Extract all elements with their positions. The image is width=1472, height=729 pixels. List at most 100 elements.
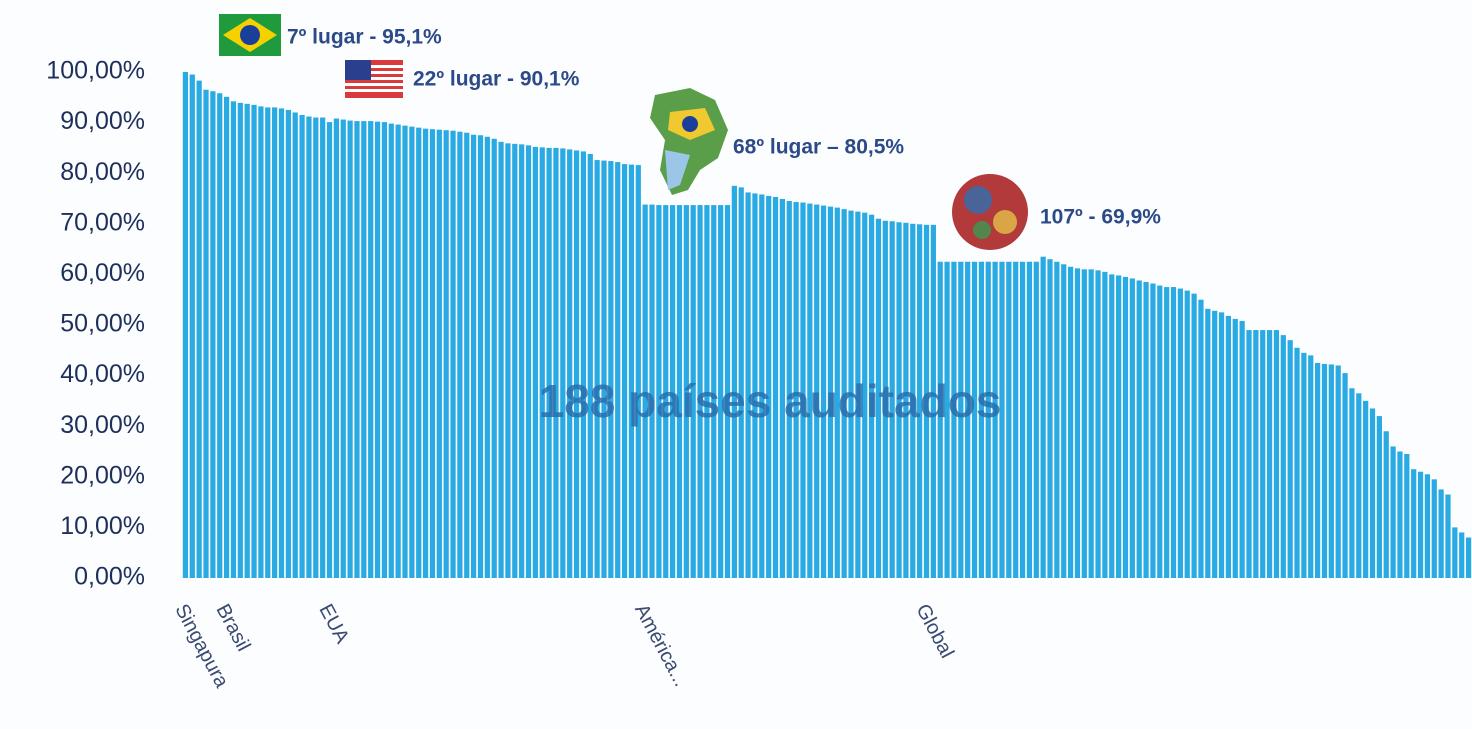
bar bbox=[738, 187, 744, 579]
y-tick-label: 10,00% bbox=[60, 512, 145, 540]
bar bbox=[663, 205, 669, 578]
annotation: 7º lugar - 95,1% bbox=[287, 26, 442, 49]
bar bbox=[903, 222, 909, 578]
bar bbox=[1411, 469, 1417, 578]
bar bbox=[958, 261, 964, 578]
bar bbox=[567, 149, 573, 578]
bar bbox=[690, 205, 696, 578]
bar bbox=[1335, 365, 1341, 578]
bar bbox=[786, 201, 792, 578]
y-tick-label: 70,00% bbox=[60, 208, 145, 236]
bar bbox=[1363, 400, 1369, 578]
bar bbox=[711, 205, 717, 578]
bar bbox=[285, 109, 291, 578]
bar bbox=[196, 80, 202, 579]
bar bbox=[525, 145, 532, 578]
bar bbox=[965, 261, 971, 578]
y-tick-label: 100,00% bbox=[46, 57, 145, 85]
bar bbox=[1452, 527, 1458, 578]
globe-flags bbox=[952, 174, 1028, 250]
bar bbox=[1431, 479, 1437, 578]
bar bbox=[340, 119, 346, 579]
bar bbox=[1397, 451, 1403, 578]
bar bbox=[615, 162, 621, 578]
y-tick-label: 60,00% bbox=[60, 259, 145, 287]
bar bbox=[779, 199, 786, 579]
bar bbox=[402, 125, 408, 579]
bar bbox=[1260, 330, 1266, 578]
bar bbox=[930, 224, 936, 578]
x-tick-label: Global bbox=[911, 600, 958, 661]
bar bbox=[1191, 293, 1197, 578]
bar bbox=[1280, 335, 1286, 578]
bar bbox=[1232, 318, 1238, 578]
bar bbox=[1445, 494, 1451, 578]
bar bbox=[683, 205, 689, 578]
bar bbox=[1287, 340, 1293, 578]
bar bbox=[1102, 271, 1108, 578]
y-tick-label: 90,00% bbox=[60, 107, 145, 135]
bar bbox=[333, 118, 339, 578]
bar bbox=[1095, 270, 1101, 578]
bar bbox=[368, 121, 374, 578]
bar bbox=[1177, 288, 1183, 578]
bar bbox=[855, 211, 861, 578]
bar bbox=[1308, 355, 1314, 578]
bar bbox=[422, 128, 429, 578]
annotation: 107º - 69,9% bbox=[1040, 206, 1161, 229]
bar bbox=[1301, 352, 1307, 578]
bar bbox=[306, 116, 312, 578]
bar bbox=[642, 204, 648, 578]
bar bbox=[1026, 261, 1033, 578]
bar bbox=[1356, 393, 1362, 578]
bar bbox=[244, 103, 250, 579]
bar bbox=[1376, 416, 1382, 578]
bar bbox=[237, 102, 243, 578]
bar bbox=[223, 96, 230, 578]
bar bbox=[745, 192, 751, 579]
y-tick-label: 20,00% bbox=[60, 461, 145, 489]
bar bbox=[278, 108, 285, 578]
bar bbox=[388, 123, 394, 578]
bar bbox=[1054, 261, 1060, 578]
bar bbox=[258, 106, 264, 579]
bar bbox=[1246, 330, 1252, 578]
bar bbox=[1081, 269, 1087, 578]
bar bbox=[800, 202, 806, 578]
bar bbox=[519, 144, 525, 578]
y-tick-label: 40,00% bbox=[60, 360, 145, 388]
bar bbox=[1122, 276, 1129, 578]
bar bbox=[1328, 364, 1334, 578]
bar bbox=[608, 161, 614, 578]
bar bbox=[1040, 256, 1046, 578]
bar bbox=[1369, 408, 1376, 578]
bar bbox=[923, 224, 930, 578]
bar bbox=[676, 205, 683, 578]
bar bbox=[1239, 320, 1245, 578]
bar bbox=[1074, 268, 1081, 578]
bar bbox=[395, 124, 401, 579]
bar bbox=[217, 93, 223, 578]
bar bbox=[1253, 330, 1259, 578]
bar bbox=[896, 222, 902, 579]
bar bbox=[814, 204, 820, 578]
bar bbox=[841, 209, 847, 578]
center-label: 188 países auditados bbox=[539, 375, 1002, 427]
bar bbox=[1088, 269, 1094, 578]
bar bbox=[868, 214, 875, 578]
bar bbox=[1465, 537, 1472, 578]
bar bbox=[1321, 363, 1328, 578]
bar bbox=[848, 210, 854, 579]
bar bbox=[450, 130, 456, 579]
bar bbox=[381, 122, 388, 579]
bar bbox=[1170, 287, 1177, 578]
bar bbox=[436, 129, 442, 578]
bar bbox=[347, 120, 353, 579]
bar bbox=[889, 221, 895, 578]
bar bbox=[731, 185, 737, 578]
bar bbox=[601, 160, 607, 579]
bar bbox=[1459, 532, 1465, 578]
bar bbox=[628, 164, 635, 578]
bar bbox=[1424, 474, 1431, 578]
bar bbox=[320, 117, 326, 578]
